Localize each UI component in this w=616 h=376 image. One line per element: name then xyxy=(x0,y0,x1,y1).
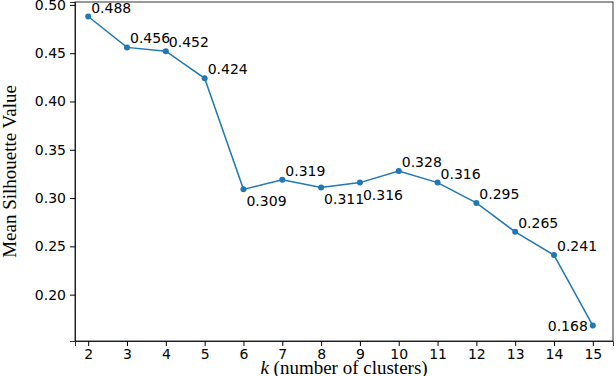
x-tick: 2 xyxy=(84,341,93,362)
y-tick-label: 0.35 xyxy=(35,142,66,158)
y-tick-mark xyxy=(70,53,75,54)
y-tick-label: 0.50 xyxy=(35,0,66,13)
x-tick: 14 xyxy=(546,341,564,362)
y-tick-label: 0.20 xyxy=(35,287,66,303)
data-label: 0.311 xyxy=(324,191,364,207)
x-axis-line xyxy=(76,342,614,347)
y-axis-title: Mean Silhouette Value xyxy=(0,85,20,258)
y-tick-mark xyxy=(70,295,75,296)
marker xyxy=(240,186,246,192)
x-tick-label: 14 xyxy=(546,346,564,362)
y-axis: 0.20 0.25 0.30 0.35 0.40 0.45 0.50 xyxy=(35,0,76,341)
x-tick-label: 13 xyxy=(507,346,525,362)
y-axis-line xyxy=(70,3,76,342)
data-label: 0.309 xyxy=(246,193,286,209)
y-tick-label: 0.40 xyxy=(35,93,66,109)
x-tick-label: 3 xyxy=(123,346,132,362)
data-label: 0.488 xyxy=(91,0,131,15)
y-tick: 0.20 xyxy=(35,287,75,303)
data-label: 0.241 xyxy=(557,238,597,254)
data-label: 0.265 xyxy=(518,215,558,231)
x-tick: 12 xyxy=(468,341,486,362)
marker xyxy=(590,323,596,329)
y-tick: 0.45 xyxy=(35,45,75,61)
plot-frame xyxy=(75,2,613,341)
y-tick-mark xyxy=(70,101,75,102)
x-tick: 6 xyxy=(240,341,249,362)
marker xyxy=(357,180,363,186)
data-label: 0.316 xyxy=(363,187,403,203)
x-tick-label: 15 xyxy=(584,346,602,362)
series xyxy=(85,13,596,328)
y-tick-label: 0.30 xyxy=(35,190,66,206)
marker xyxy=(318,184,324,190)
data-label: 0.316 xyxy=(441,166,481,182)
data-label: 0.424 xyxy=(208,61,248,77)
line xyxy=(88,16,593,325)
data-label: 0.168 xyxy=(548,318,588,334)
data-labels: 0.4880.4560.4520.4240.3090.3190.3110.316… xyxy=(91,0,597,334)
y-tick: 0.30 xyxy=(35,190,75,206)
y-tick: 0.50 xyxy=(35,0,75,13)
y-tick: 0.35 xyxy=(35,142,75,158)
x-tick: 13 xyxy=(507,341,525,362)
x-tick: 3 xyxy=(123,341,132,362)
y-tick-mark xyxy=(70,198,75,199)
x-tick-label: 6 xyxy=(240,346,249,362)
y-tick-mark xyxy=(70,246,75,247)
chart: 0.200.250.300.350.400.450.50234567891011… xyxy=(0,0,616,376)
data-label: 0.295 xyxy=(479,186,519,202)
data-label: 0.456 xyxy=(130,30,170,46)
y-tick-label: 0.45 xyxy=(35,45,66,61)
data-label: 0.319 xyxy=(285,163,325,179)
data-label: 0.452 xyxy=(169,34,209,50)
x-axis-title: k (number of clusters) xyxy=(260,357,427,376)
plot: 0.200.250.300.350.400.450.50234567891011… xyxy=(35,0,614,362)
y-tick: 0.25 xyxy=(35,238,75,254)
x-tick-label: 5 xyxy=(201,346,210,362)
y-tick: 0.40 xyxy=(35,93,75,109)
y-tick-mark xyxy=(70,5,75,6)
data-label: 0.328 xyxy=(402,154,442,170)
x-tick: 4 xyxy=(162,341,171,362)
x-tick-label: 2 xyxy=(84,346,93,362)
x-tick-label: 4 xyxy=(162,346,171,362)
x-tick-label: 12 xyxy=(468,346,486,362)
y-tick-label: 0.25 xyxy=(35,238,66,254)
x-tick: 5 xyxy=(201,341,210,362)
x-tick: 11 xyxy=(429,341,447,362)
x-tick-label: 11 xyxy=(429,346,447,362)
x-tick: 15 xyxy=(584,341,602,362)
y-tick-mark xyxy=(70,150,75,151)
